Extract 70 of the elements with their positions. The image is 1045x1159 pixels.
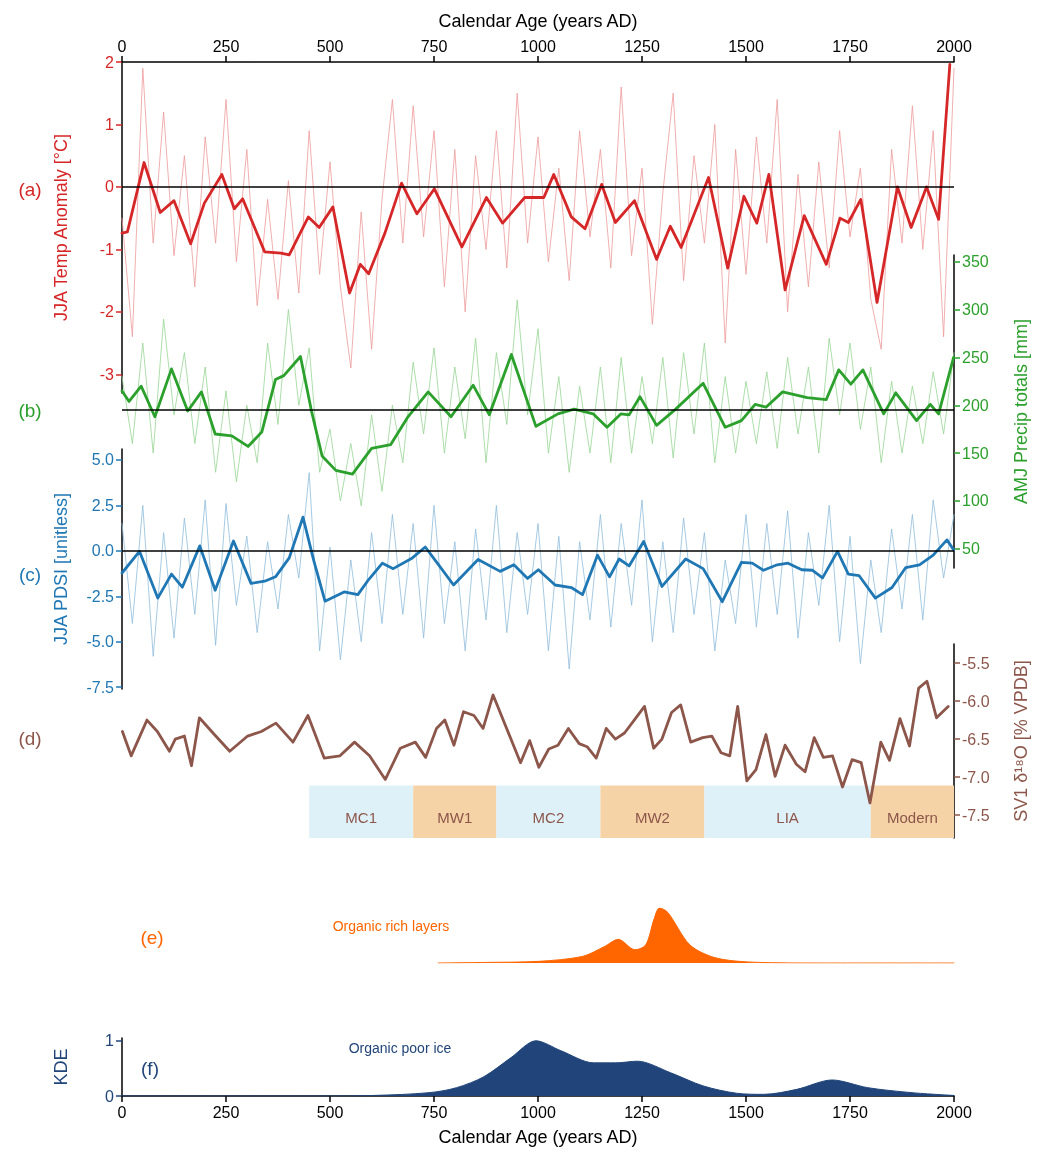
x-tick-label: 250 [212, 1103, 240, 1121]
line-series [121, 472, 955, 670]
x-tick-label: 500 [316, 1103, 344, 1121]
annotation: Organic poor ice [348, 1040, 452, 1056]
y-tick-label: 1 [105, 1032, 115, 1050]
x-tick-label: 2000 [936, 1103, 972, 1121]
x-axis-title: Calendar Age (years AD) [438, 1127, 638, 1147]
x-tick-label: 0 [117, 1103, 127, 1121]
x-axis-title: Calendar Age (years AD) [438, 11, 638, 31]
y-tick-label: 0 [105, 1087, 115, 1105]
x-tick-label: 500 [316, 37, 344, 55]
y-tick-label: -6.0 [962, 692, 990, 710]
y-axis-title: JJA Temp Anomaly [°C] [51, 134, 71, 321]
x-tick-label: 1750 [832, 1103, 868, 1121]
y-tick-label: 1 [105, 115, 115, 133]
line-series [120, 515, 955, 604]
x-tick-label: 750 [420, 1103, 448, 1121]
y-tick-label: -7.5 [962, 806, 990, 824]
band-label: MC2 [532, 809, 565, 827]
annotation: (e) [140, 926, 164, 948]
band-label: MW2 [634, 809, 670, 827]
x-tick-label: 1500 [728, 37, 764, 55]
x-tick-label: 750 [420, 37, 448, 55]
y-tick-label: 50 [962, 540, 980, 558]
y-tick-label: 0 [105, 178, 115, 196]
y-tick-label: 200 [962, 396, 989, 414]
band-label: Modern [886, 809, 938, 827]
y-tick-label: 2 [105, 53, 115, 71]
y-tick-label: -2.5 [86, 587, 115, 605]
y-axis-title: JJA PDSI [unitless] [51, 492, 71, 646]
y-axis-title: KDE [51, 1048, 71, 1086]
x-tick-label: 1250 [624, 1103, 660, 1121]
y-tick-label: -1 [99, 240, 115, 258]
y-tick-label: -5.5 [962, 654, 990, 672]
y-tick-label: 250 [962, 348, 989, 366]
x-tick-label: 250 [212, 37, 240, 55]
x-tick-label: 1000 [520, 37, 556, 55]
text: (a) [18, 178, 42, 200]
line-series [121, 67, 955, 369]
x-tick-label: 1250 [624, 37, 660, 55]
y-tick-label: 300 [962, 301, 989, 319]
text: (d) [18, 727, 42, 749]
text: (c) [18, 563, 42, 585]
x-tick-label: 1750 [832, 37, 868, 55]
x-tick-label: 1500 [728, 1103, 764, 1121]
x-tick-label: 1000 [520, 1103, 556, 1121]
y-tick-label: -6.5 [962, 730, 990, 748]
y-tick-label: -3 [99, 365, 115, 383]
annotation: (f) [141, 1057, 159, 1079]
line-series [121, 679, 950, 805]
y-tick-label: 0.0 [91, 542, 115, 560]
band-label: MW1 [437, 809, 473, 827]
text: (b) [18, 399, 42, 421]
y-axis-title: SV1 δ¹⁸O [% VPDB] [1011, 660, 1031, 822]
line-series [121, 299, 955, 507]
y-tick-label: 5.0 [91, 451, 115, 469]
x-tick-label: 0 [117, 37, 127, 55]
y-axis-title: AMJ Precip totals [mm] [1011, 318, 1031, 505]
y-tick-label: 2.5 [91, 496, 115, 514]
y-tick-label: -7.5 [86, 678, 115, 696]
annotation: Organic rich layers [332, 918, 450, 934]
y-tick-label: -2 [99, 303, 115, 321]
y-tick-label: -5.0 [86, 633, 115, 651]
x-tick-label: 2000 [936, 37, 972, 55]
y-tick-label: 100 [962, 492, 989, 510]
band-label: MC1 [345, 809, 378, 827]
y-tick-label: -7.0 [962, 768, 990, 786]
y-tick-label: 350 [962, 253, 989, 271]
y-tick-label: 150 [962, 444, 989, 462]
band-label: LIA [776, 809, 799, 827]
